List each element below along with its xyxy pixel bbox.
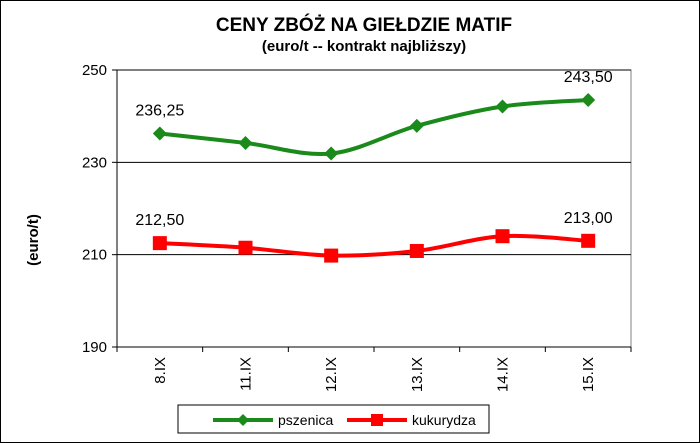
point-kukurydza-13.IX xyxy=(409,243,424,258)
chart-subtitle: (euro/t -- kontrakt najbliższy) xyxy=(262,38,466,55)
legend: pszenica kukurydza xyxy=(177,404,490,434)
point-pszenica-12.IX xyxy=(324,146,339,161)
data-label-kukurydza: 212,50 xyxy=(135,212,184,229)
data-label-kukurydza: 213,00 xyxy=(564,210,613,227)
point-kukurydza-8.IX xyxy=(152,236,167,251)
y-axis-label: (euro/t) xyxy=(25,214,42,266)
y-tick-label: 190 xyxy=(82,339,107,356)
chart-title: CENY ZBÓŻ NA GIEŁDZIE MATIF xyxy=(216,14,512,36)
x-tick-label: 11.IX xyxy=(238,357,255,391)
legend-marker-kukurydza xyxy=(371,414,383,426)
point-pszenica-13.IX xyxy=(409,118,424,133)
point-kukurydza-14.IX xyxy=(495,229,510,244)
data-label-pszenica: 236,25 xyxy=(135,102,184,119)
y-tick-label: 250 xyxy=(82,62,107,79)
y-tick-label: 230 xyxy=(82,154,107,171)
point-kukurydza-12.IX xyxy=(324,248,339,263)
point-kukurydza-11.IX xyxy=(238,240,253,255)
y-tick-label: 210 xyxy=(82,247,107,264)
x-tick-label: 8.IX xyxy=(152,357,169,384)
legend-label-pszenica: pszenica xyxy=(278,412,333,428)
point-pszenica-8.IX xyxy=(152,126,167,141)
point-pszenica-15.IX xyxy=(581,93,596,108)
data-label-pszenica: 243,50 xyxy=(564,69,613,86)
point-pszenica-11.IX xyxy=(238,135,253,150)
x-tick-label: 13.IX xyxy=(409,357,426,392)
plot-background xyxy=(116,69,632,348)
legend-marker-pszenica xyxy=(237,414,249,426)
point-pszenica-14.IX xyxy=(495,99,510,114)
x-tick-label: 12.IX xyxy=(323,357,340,392)
series-line-pszenica xyxy=(159,98,589,157)
x-tick-label: 15.IX xyxy=(580,357,597,392)
x-tick-label: 14.IX xyxy=(495,357,512,392)
plot-area: 190 210 230 250 8.IX 11.IX 12.IX 13.IX 14.IX 15.I… xyxy=(82,62,632,392)
point-kukurydza-15.IX xyxy=(581,233,596,248)
legend-label-kukurydza: kukurydza xyxy=(412,412,476,428)
series-line-kukurydza xyxy=(159,233,589,258)
